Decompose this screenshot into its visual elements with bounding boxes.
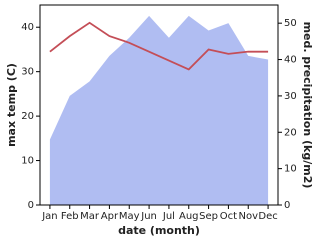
line: [49, 21, 269, 71]
x-tick-label: Oct: [220, 211, 237, 222]
y2-tick-label: 10: [284, 164, 297, 175]
x-tick-label: Sep: [199, 211, 218, 222]
x-tick-label: Apr: [101, 211, 119, 222]
x-tick-label: Jul: [162, 211, 175, 222]
y-tick-label: 20: [21, 111, 34, 122]
y-axis-label: max temp (C): [5, 63, 18, 147]
plot-frame: [39, 4, 279, 206]
x-axis-label: date (month): [118, 224, 200, 237]
y-tick-label: 10: [21, 156, 34, 167]
x-tick-label: Dec: [258, 211, 277, 222]
y-tick-label: 40: [21, 22, 34, 33]
y2-tick-label: 20: [284, 127, 297, 138]
y2-tick-label: 0: [284, 200, 290, 211]
y-tick-label: 0: [28, 200, 34, 211]
area: [49, 15, 269, 206]
y2-axis-label: med. precipitation (kg/m2): [301, 22, 314, 189]
x-tick-label: Nov: [238, 211, 258, 222]
x-tick-label: Feb: [61, 211, 79, 222]
x-tick-label: May: [119, 211, 140, 222]
x-tick-label: Jan: [41, 211, 57, 222]
x-tick-label: Jun: [140, 211, 157, 222]
y2-tick-label: 50: [284, 18, 297, 29]
y2-tick-label: 40: [284, 55, 297, 66]
y-tick-label: 30: [21, 67, 34, 78]
x-tick-label: Aug: [179, 211, 199, 222]
x-tick-label: Mar: [80, 211, 100, 222]
y2-tick-label: 30: [284, 91, 297, 102]
